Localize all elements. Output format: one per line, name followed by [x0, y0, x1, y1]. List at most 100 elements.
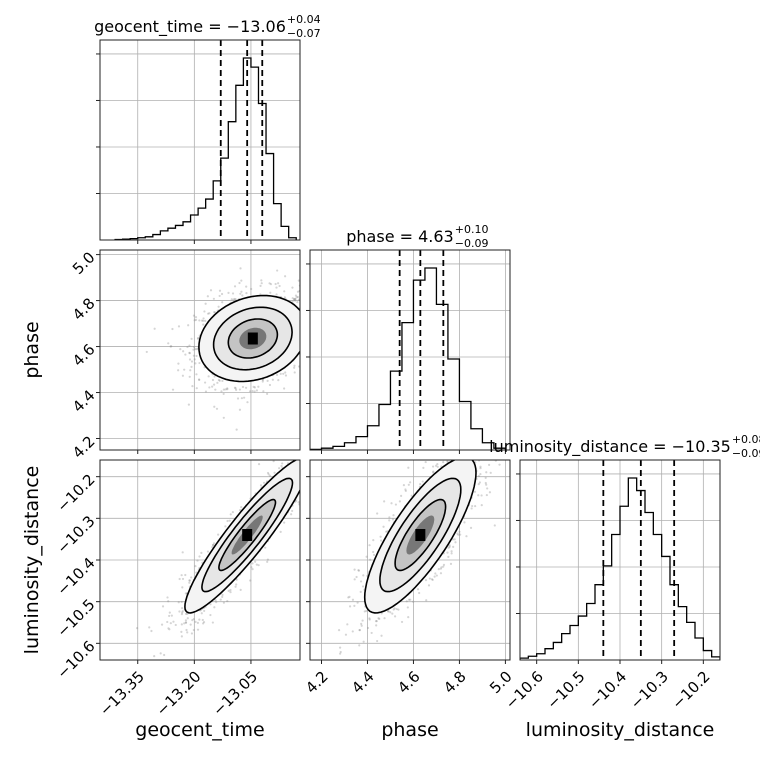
sample-point — [335, 333, 337, 335]
sample-point — [360, 624, 363, 627]
sample-point — [248, 390, 252, 393]
sample-point — [327, 429, 329, 431]
sample-point — [412, 600, 415, 603]
sample-point — [457, 533, 460, 536]
sample-point — [217, 533, 220, 536]
sample-point — [295, 296, 298, 299]
sample-point — [315, 336, 317, 338]
sample-point — [324, 471, 326, 473]
sample-point — [316, 457, 318, 459]
sample-point — [268, 383, 272, 387]
sample-point — [195, 571, 198, 574]
sample-point — [135, 627, 139, 630]
sample-point — [477, 474, 480, 478]
sample-point — [240, 397, 244, 400]
sample-point — [392, 514, 395, 517]
sample-point — [484, 481, 487, 485]
sample-point — [166, 620, 169, 624]
sample-point — [306, 461, 308, 463]
sample-point — [304, 466, 306, 468]
sample-point — [353, 568, 356, 571]
sample-point — [266, 392, 269, 395]
sample-point — [271, 378, 274, 381]
sample-point — [275, 373, 279, 377]
sample-point — [264, 546, 267, 549]
sample-point — [450, 550, 453, 553]
sample-point — [207, 375, 210, 378]
sample-point — [303, 473, 305, 475]
panel-geocent_time_vs_phase — [96, 249, 337, 454]
sample-point — [327, 442, 329, 444]
sample-point — [305, 334, 307, 336]
sample-point — [353, 604, 356, 607]
sample-point — [303, 474, 305, 476]
sample-point — [379, 535, 382, 538]
sample-point — [181, 374, 184, 377]
sample-point — [469, 447, 471, 449]
sample-point — [385, 530, 388, 533]
sample-point — [330, 331, 332, 333]
sample-point — [226, 388, 229, 391]
sample-point — [368, 544, 371, 547]
sample-point — [178, 610, 181, 613]
sample-point — [358, 629, 361, 632]
sample-point — [153, 655, 156, 658]
sample-point — [169, 345, 172, 348]
sample-point — [198, 319, 201, 322]
sample-point — [388, 516, 391, 519]
sample-point — [213, 606, 216, 609]
histogram-step-phase — [310, 267, 507, 450]
sample-point — [449, 562, 453, 565]
sample-point — [400, 494, 403, 498]
sample-point — [338, 462, 340, 464]
sample-point — [184, 592, 187, 595]
sample-point — [442, 563, 446, 566]
sample-point — [301, 450, 303, 452]
sample-point — [283, 290, 286, 293]
sample-point — [217, 378, 220, 382]
y-tick-label-luminosity_distance: −10.6 — [53, 637, 98, 682]
sample-point — [283, 296, 286, 299]
sample-point — [268, 474, 272, 477]
sample-point — [211, 378, 215, 382]
sample-point — [448, 545, 451, 548]
sample-point — [266, 379, 269, 382]
sample-point — [462, 455, 464, 457]
sample-point — [174, 623, 177, 627]
sample-point — [188, 358, 192, 361]
sample-point — [318, 318, 320, 320]
sample-point — [232, 298, 235, 301]
sample-point — [250, 566, 253, 569]
sample-point — [469, 446, 471, 448]
sample-point — [224, 388, 227, 391]
sample-point — [439, 572, 443, 575]
sample-point — [182, 350, 185, 353]
sample-point — [221, 593, 224, 596]
sample-point — [211, 385, 214, 388]
sample-point — [177, 325, 181, 328]
sample-point — [304, 336, 306, 338]
sample-point — [181, 611, 184, 614]
sample-point — [194, 316, 198, 319]
sample-point — [262, 481, 266, 484]
sample-point — [387, 610, 390, 613]
sample-point — [349, 661, 351, 663]
sample-point — [284, 275, 287, 278]
sample-point — [422, 466, 425, 469]
sample-point — [220, 292, 224, 296]
sample-point — [544, 417, 546, 419]
sample-point — [421, 480, 424, 483]
sample-point — [245, 285, 248, 288]
sample-point — [257, 564, 260, 567]
sample-point — [212, 297, 215, 300]
sample-point — [302, 339, 304, 341]
sample-point — [180, 574, 183, 577]
sample-point — [266, 471, 270, 475]
sample-point — [329, 369, 331, 371]
sample-point — [215, 601, 218, 604]
sample-point — [306, 343, 308, 345]
sample-point — [332, 436, 334, 438]
sample-point — [241, 385, 245, 389]
sample-point — [190, 632, 194, 635]
